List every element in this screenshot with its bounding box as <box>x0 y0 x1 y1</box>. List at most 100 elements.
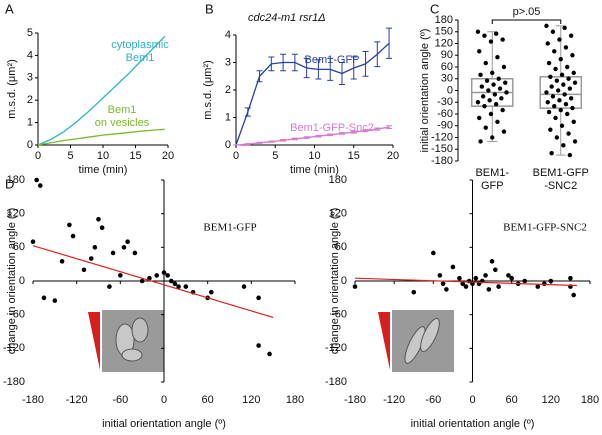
x-axis-label: initial orientation angle (º) <box>102 418 226 430</box>
point <box>172 281 178 287</box>
point <box>506 273 511 278</box>
point <box>92 245 98 250</box>
point <box>563 45 569 50</box>
point <box>477 49 482 54</box>
x-tick-label: -180 <box>22 394 44 406</box>
x-tick-label: BEM1-GFP <box>533 167 589 179</box>
point <box>570 105 575 111</box>
point <box>59 259 65 264</box>
y-axis-label: change in orientation angle (º) <box>329 208 341 355</box>
point <box>70 233 76 239</box>
annotation: BEM1-GFP-SNC2 <box>503 222 587 234</box>
error-bar <box>268 56 275 72</box>
error-bar <box>244 143 251 146</box>
y-axis-label: m.s.d. (μm²) <box>6 59 18 119</box>
inset-left <box>88 310 164 372</box>
x-tick-label: 5 <box>67 150 73 162</box>
series-line <box>235 42 390 146</box>
point <box>567 86 573 91</box>
point <box>545 41 550 46</box>
y-tick-label: -120 <box>3 342 25 354</box>
panel-label: B <box>205 1 214 16</box>
point <box>493 31 499 36</box>
point <box>475 100 481 105</box>
point <box>484 78 490 83</box>
x-tick-label: -120 <box>66 394 88 406</box>
point <box>488 111 494 117</box>
x-tick-label: -60 <box>425 394 441 406</box>
y-tick-label: -60 <box>437 108 453 120</box>
y-tick-label: 1 <box>27 117 33 129</box>
point <box>352 284 358 289</box>
point <box>558 56 563 62</box>
point <box>496 76 501 81</box>
point <box>490 135 495 140</box>
y-tick-label: -180 <box>325 376 347 388</box>
point <box>557 37 562 42</box>
error-bar <box>256 141 263 144</box>
point <box>553 115 558 121</box>
x-tick-label: -SNC2 <box>544 180 577 192</box>
point <box>549 150 554 156</box>
panel-1: Bm.s.d. (μm²) 0 1 2 3 4 0 5 10 15 20 time (min) cdc2… <box>202 1 399 175</box>
y-tick-label: 0 <box>447 84 453 96</box>
point <box>121 245 127 250</box>
point <box>559 72 565 78</box>
point <box>125 239 130 245</box>
y-tick-label: 0 <box>225 139 231 151</box>
point <box>561 82 566 87</box>
point <box>566 131 571 136</box>
point <box>209 289 214 295</box>
point <box>535 284 541 289</box>
point <box>168 278 174 284</box>
point <box>147 275 152 281</box>
error-bar <box>280 139 287 142</box>
error-bar <box>362 129 369 133</box>
x-tick-label: 180 <box>581 394 599 406</box>
y-axis-label: initial orientation angle (º) <box>419 29 431 153</box>
x-tick-label: -60 <box>112 394 128 406</box>
error-bar <box>350 56 357 80</box>
point <box>552 103 557 109</box>
point <box>478 72 483 78</box>
point <box>570 53 575 58</box>
error-bar <box>327 133 334 137</box>
error-bar <box>291 137 298 141</box>
point <box>475 29 481 34</box>
x-tick-label: -120 <box>383 394 405 406</box>
y-tick-label: 60 <box>13 241 25 253</box>
series-label: Bem1-GFP <box>304 54 359 66</box>
point <box>501 64 507 70</box>
point <box>546 60 552 66</box>
point <box>499 96 504 101</box>
annotation: BEM1-GFP <box>203 222 256 234</box>
panel-label: A <box>5 1 14 16</box>
point <box>488 39 494 44</box>
point <box>572 139 578 144</box>
y-tick-label: 120 <box>329 208 347 220</box>
x-tick-label: -180 <box>344 394 366 406</box>
point <box>491 82 496 87</box>
point <box>460 281 466 287</box>
y-tick-label: 30 <box>441 73 453 85</box>
panel-label: C <box>430 1 439 16</box>
point <box>562 92 567 97</box>
x-tick-label: 120 <box>542 394 560 406</box>
point <box>568 96 574 101</box>
point <box>99 225 105 230</box>
x-tick-label: 120 <box>242 394 260 406</box>
panel-label: D <box>5 176 14 191</box>
y-tick-label: 0 <box>27 139 33 151</box>
point <box>483 60 488 66</box>
point <box>549 84 554 89</box>
x-tick-label: 60 <box>202 394 214 406</box>
error-bar <box>386 27 393 59</box>
point <box>492 92 498 97</box>
point <box>483 125 488 130</box>
point <box>567 152 573 158</box>
point <box>565 111 570 117</box>
point <box>486 287 492 292</box>
point <box>183 284 189 289</box>
y-tick-label: -30 <box>437 96 453 108</box>
y-tick-label: -60 <box>331 309 347 321</box>
